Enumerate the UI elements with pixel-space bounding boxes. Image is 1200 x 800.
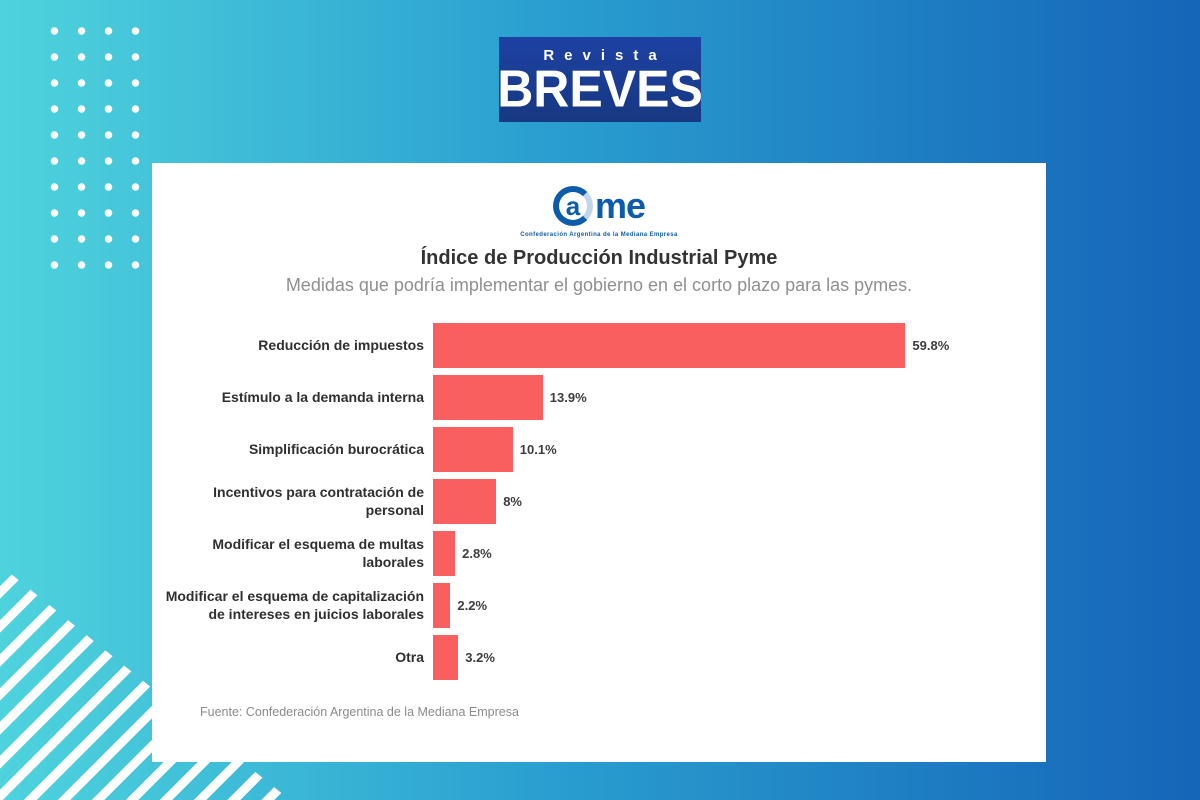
bar-value: 59.8%: [912, 338, 950, 353]
bar-label: Modificar el esquema de multas laborales: [212, 536, 424, 570]
bar: [433, 635, 459, 680]
chart-title: Índice de Producción Industrial Pyme: [420, 247, 778, 269]
bar: [433, 427, 513, 472]
bar-track: 10.1%: [433, 427, 1046, 472]
bar-label: Simplificación burocrática: [248, 440, 424, 457]
bar-label: Estímulo a la demanda interna: [221, 388, 424, 405]
logo-main-label: BREVES: [497, 59, 703, 119]
chart-subtitle: Medidas que podría implementar el gobier…: [285, 275, 913, 295]
bar: [433, 531, 456, 576]
chart-row: Modificar el esquema de capitalización d…: [152, 583, 1046, 628]
chart-rows: Reducción de impuestos 59.8% Estímulo a la…: [152, 323, 1046, 680]
bar-label: Modificar el esquema de capitalización d…: [165, 588, 424, 622]
bar-track: 8%: [433, 479, 1046, 524]
bar-track: 59.8%: [433, 323, 1046, 368]
chart-row: Estímulo a la demanda interna 13.9%: [152, 375, 1046, 420]
chart-row: Reducción de impuestos 59.8%: [152, 323, 1046, 368]
chart-source: Fuente: Confederación Argentina de la Me…: [200, 705, 519, 719]
chart-row: Otra 3.2%: [152, 635, 1046, 680]
bar: [433, 583, 451, 628]
dots-pattern-decoration: [35, 12, 145, 274]
came-subtext: Confederación Argentina de la Mediana Em…: [520, 232, 678, 238]
bar-value: 8%: [503, 494, 522, 509]
came-ring-icon: a: [552, 186, 593, 226]
bar: [433, 479, 497, 524]
came-logo: a me Confederación Argentina de la Media…: [152, 183, 1046, 238]
bar-track: 2.2%: [433, 583, 1046, 628]
bar-track: 2.8%: [433, 531, 1046, 576]
came-letters: me: [594, 185, 646, 226]
chart-row: Incentivos para contratación de personal…: [152, 479, 1046, 524]
bar-label: Otra: [395, 648, 424, 665]
chart-row: Modificar el esquema de multas laborales…: [152, 531, 1046, 576]
bar-value: 3.2%: [465, 650, 495, 665]
bar-label: Reducción de impuestos: [258, 336, 424, 353]
revista-breves-logo: Revista BREVES: [497, 37, 703, 122]
bar-value: 2.8%: [462, 546, 492, 561]
bar-value: 2.2%: [457, 598, 488, 613]
bar: [433, 375, 543, 420]
bar-value: 10.1%: [519, 442, 557, 457]
bar: [433, 323, 906, 368]
bar-track: 13.9%: [433, 375, 1046, 420]
chart-card: a me Confederación Argentina de la Media…: [152, 163, 1046, 762]
logo-top-label: Revista: [543, 47, 667, 64]
bar-value: 13.9%: [549, 390, 587, 405]
bar-label: Incentivos para contratación de personal: [213, 484, 424, 518]
chart-row: Simplificación burocrática 10.1%: [152, 427, 1046, 472]
bar-track: 3.2%: [433, 635, 1046, 680]
came-wordmark: a me: [552, 183, 646, 229]
